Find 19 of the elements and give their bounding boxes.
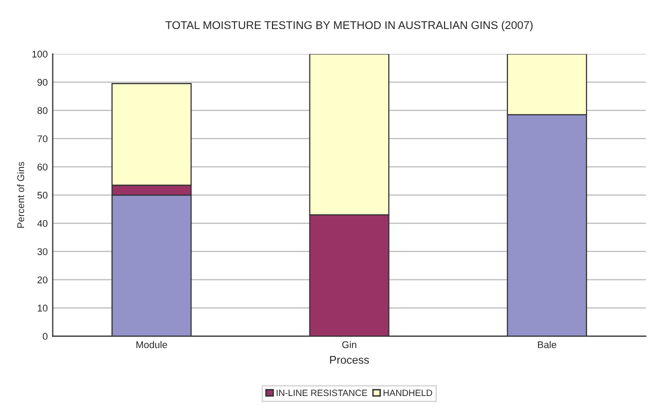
y-tick-label: 70 xyxy=(38,135,48,142)
y-tick-label: 100 xyxy=(32,50,48,58)
x-axis-title: Process xyxy=(330,356,369,364)
legend-label: IN-LINE RESISTANCE xyxy=(276,390,368,396)
y-tick-label: 10 xyxy=(38,304,48,312)
chart-title: TOTAL MOISTURE TESTING BY METHOD IN AUSTRALIAN GINS (2007) xyxy=(166,20,533,32)
y-axis-title: Percent of Gins xyxy=(17,162,24,228)
x-tick-label: Gin xyxy=(342,341,356,348)
x-tick-label: Bale xyxy=(538,341,556,348)
y-tick-label: 30 xyxy=(37,248,48,256)
y-tick-label: 80 xyxy=(37,107,48,114)
y-tick-label: 0 xyxy=(42,332,48,340)
y-tick-label: 20 xyxy=(38,276,48,284)
y-tick-label: 90 xyxy=(38,78,48,86)
y-tick-label: 60 xyxy=(38,164,48,170)
x-tick-label: Module xyxy=(136,341,168,348)
y-tick-label: 40 xyxy=(37,220,48,227)
legend-label: HANDHELD xyxy=(384,390,432,396)
y-tick-label: 50 xyxy=(37,192,48,199)
